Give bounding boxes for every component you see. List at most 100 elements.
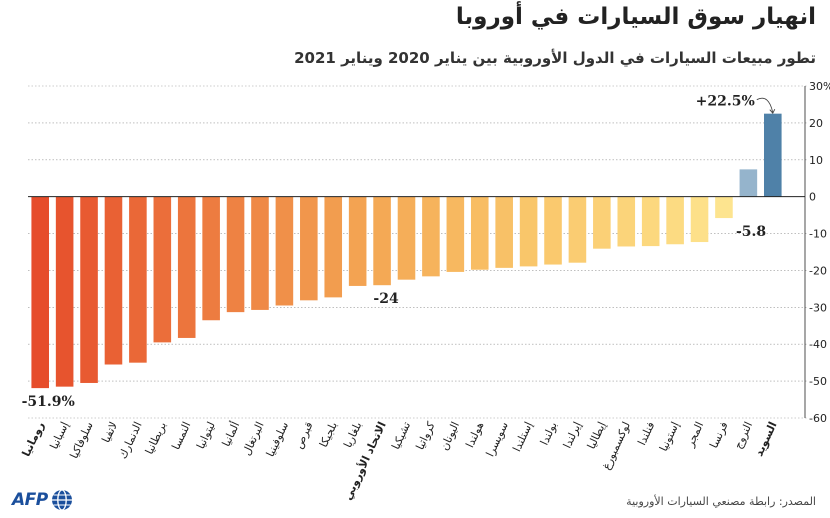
bar (129, 196, 147, 363)
x-category-label: إستونيا (657, 420, 682, 454)
source-note: المصدر: رابطة مصنعي السيارات الأوروبية (626, 495, 816, 508)
x-category-label: الدنمارك (116, 420, 144, 461)
x-category-label-group: رومانيا (20, 420, 47, 459)
bar (104, 196, 123, 365)
y-tick-label: 30% (809, 80, 830, 93)
x-category-label: إسبانيا (47, 420, 71, 451)
y-axis-ticks: 30% 20 10 0 -10 -20 -30 -40 -50 -60 (809, 80, 830, 425)
y-tick-label: 20 (809, 117, 823, 130)
x-category-label: لاتفيا (99, 420, 120, 445)
bar (495, 196, 513, 268)
x-category-label: بريطانيا (143, 420, 169, 457)
label-arrow (756, 97, 774, 113)
bar (202, 196, 220, 321)
bar (300, 196, 318, 301)
bar (470, 196, 489, 270)
bar (739, 169, 758, 197)
y-tick-label: -20 (809, 264, 827, 277)
x-category-label-group: إستلندا (510, 420, 535, 454)
bar (446, 196, 465, 272)
chart-subtitle: تطور مبيعات السيارات في الدول الأوروبية … (294, 49, 816, 67)
x-category-label-group: بلجيكا (317, 420, 340, 450)
bar (422, 196, 440, 277)
x-category-label-group: بولندا (538, 420, 560, 447)
x-category-label-group: تشيكيا (389, 420, 413, 452)
bar (55, 196, 74, 387)
x-category-label-group: ألمانيا (219, 419, 243, 448)
y-tick-label: -30 (809, 301, 827, 314)
x-category-label: سويسرا (484, 420, 511, 459)
data-label: -51.9% (22, 394, 75, 410)
bar (641, 196, 660, 247)
bar (690, 196, 709, 243)
y-tick-label: -10 (809, 228, 827, 241)
chart-title: انهيار سوق السيارات في أوروبا (455, 4, 816, 30)
x-category-label: بلجيكا (317, 420, 340, 450)
bar (226, 196, 245, 313)
x-category-label-group: إيرلندا (561, 420, 584, 451)
bar (80, 196, 98, 383)
axes (28, 86, 806, 418)
bars (31, 113, 782, 389)
x-category-label-group: فرنسا (707, 420, 730, 450)
bar (568, 196, 587, 263)
y-tick-label: -40 (809, 338, 827, 351)
bar (715, 196, 733, 219)
x-category-label-group: هولندا (463, 420, 486, 450)
bar (666, 196, 684, 245)
x-category-label-group: إيطاليا (585, 420, 609, 451)
x-category-label-group: الدنمارك (116, 420, 144, 461)
x-category-label-group: إسبانيا (47, 420, 71, 451)
y-tick-label: 0 (809, 191, 816, 204)
x-category-label-group: كرواتيا (413, 419, 438, 452)
x-category-label: رومانيا (20, 420, 47, 459)
bar (397, 196, 416, 280)
x-category-label: سلوفينيا (264, 420, 291, 459)
afp-globe-icon (51, 489, 72, 511)
x-category-label-group: النمسا (169, 420, 193, 452)
x-category-label-group: سويسرا (484, 420, 511, 459)
bar (373, 196, 391, 286)
x-category-label: إيرلندا (561, 420, 584, 451)
x-category-label: ألمانيا (219, 419, 243, 448)
bar (153, 196, 172, 343)
x-category-label: تشيكيا (389, 420, 413, 452)
x-category-label: النمسا (169, 420, 193, 452)
x-category-label-group: بلغاريا (341, 420, 364, 450)
x-category-label: بولندا (538, 420, 560, 447)
data-label: -24 (373, 291, 399, 307)
bar (275, 196, 294, 306)
x-category-label: النروج (731, 420, 755, 451)
bar (617, 196, 636, 247)
x-category-label-group: بريطانيا (143, 420, 169, 457)
x-category-label: بلغاريا (341, 420, 364, 450)
bar (324, 196, 343, 298)
x-category-label: المجر (683, 420, 706, 450)
bar (251, 196, 269, 310)
x-category-label-group: فنلندا (635, 420, 657, 448)
x-category-label: قبرص (292, 420, 316, 451)
x-category-label-group: قبرص (292, 420, 316, 451)
y-tick-label: -60 (809, 412, 827, 425)
x-category-label: إستلندا (510, 420, 535, 454)
bar (519, 196, 538, 267)
data-label: -5.8 (736, 224, 766, 240)
bar (177, 196, 196, 338)
x-category-label-group: السويد (752, 420, 779, 459)
afp-logo: AFP (12, 488, 74, 512)
x-category-label-group: المجر (683, 420, 706, 450)
x-category-label: سلوفاكيا (67, 420, 95, 461)
x-category-label-group: النروج (731, 420, 755, 451)
data-labels: -51.9% -24 -5.8 +22.5% (22, 94, 776, 410)
x-category-label: البرتغال (240, 420, 267, 458)
x-category-label-group: اليونان (438, 420, 462, 453)
x-category-label: هولندا (463, 420, 486, 450)
bar (593, 196, 611, 249)
x-category-label: إيطاليا (585, 420, 609, 451)
x-category-label-group: سلوفينيا (264, 420, 291, 459)
y-tick-label: 10 (809, 154, 823, 167)
bar (31, 196, 49, 389)
x-category-label: اليونان (438, 420, 462, 453)
x-category-label: السويد (752, 420, 779, 459)
